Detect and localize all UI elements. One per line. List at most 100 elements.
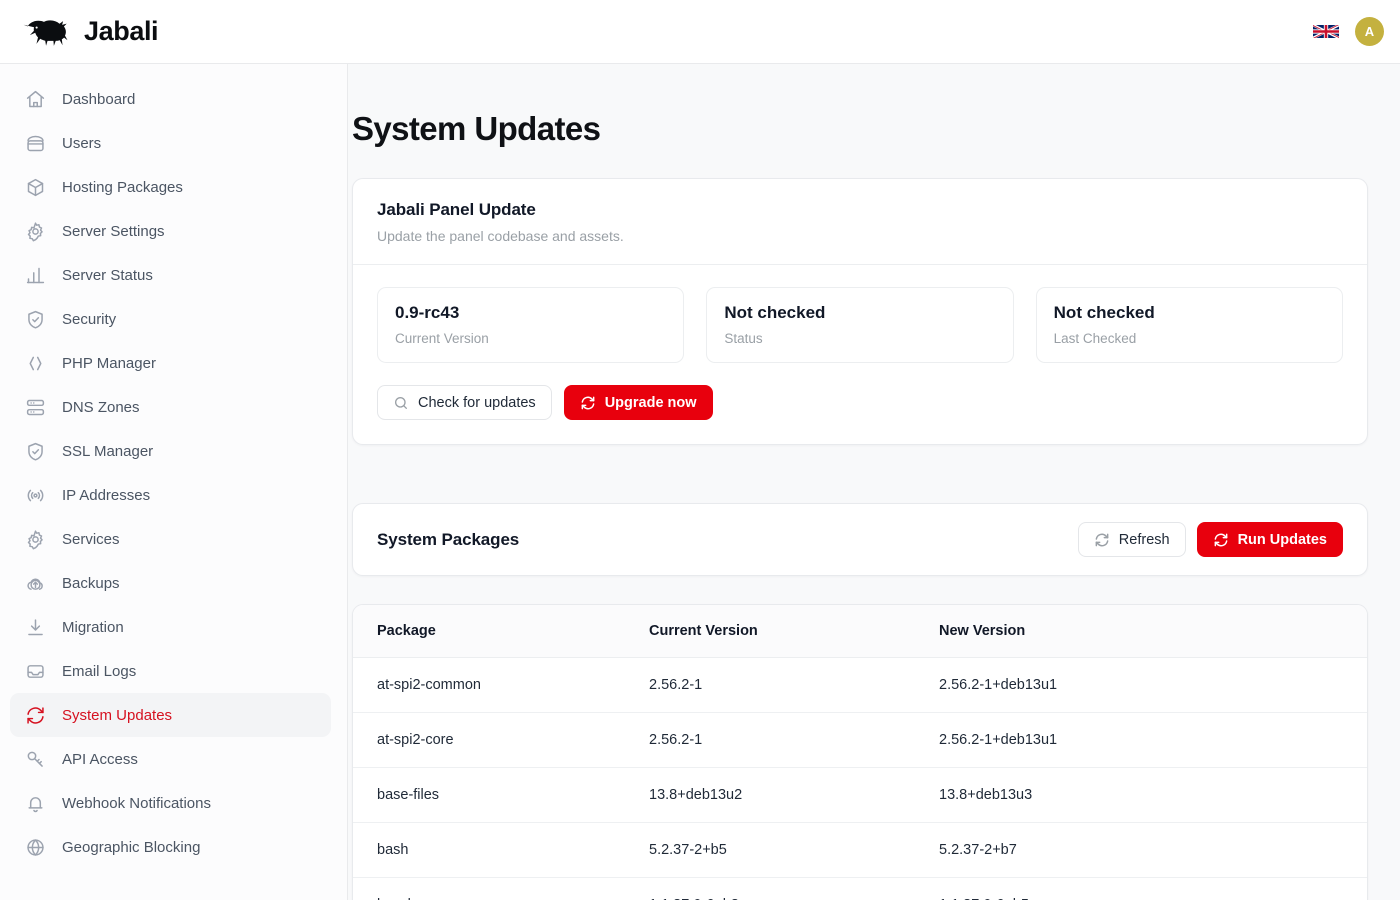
sidebar-item-dashboard[interactable]: Dashboard xyxy=(10,77,331,121)
sidebar-item-label: Geographic Blocking xyxy=(62,838,201,856)
shield-check-icon xyxy=(24,308,46,330)
package-name-cell: busybox xyxy=(353,877,625,900)
panel-update-body: 0.9-rc43 Current Version Not checked Sta… xyxy=(353,265,1367,444)
refresh-button[interactable]: Refresh xyxy=(1077,522,1186,557)
run-updates-button[interactable]: Run Updates xyxy=(1196,522,1343,557)
inbox-icon xyxy=(24,660,46,682)
system-packages-header: System Packages Refresh xyxy=(353,504,1367,575)
refresh-icon xyxy=(1213,532,1229,548)
sidebar-item-label: Server Settings xyxy=(62,222,165,240)
sidebar-item-server-settings[interactable]: Server Settings xyxy=(10,209,331,253)
gear-icon xyxy=(24,220,46,242)
current-version-cell: 1:1.37.0-6+b3 xyxy=(625,877,915,900)
stat-last-checked: Not checked Last Checked xyxy=(1035,287,1343,363)
stat-value: Not checked xyxy=(724,303,826,322)
sidebar-item-label: API Access xyxy=(62,750,138,768)
sidebar-item-dns-zones[interactable]: DNS Zones xyxy=(10,385,331,429)
cube-icon xyxy=(24,176,46,198)
sidebar-item-php-manager[interactable]: PHP Manager xyxy=(10,341,331,385)
sidebar-item-webhook-notifications[interactable]: Webhook Notifications xyxy=(10,781,331,825)
package-name-cell: bash xyxy=(353,822,625,878)
refresh-icon xyxy=(24,704,46,726)
sidebar-item-label: PHP Manager xyxy=(62,354,156,372)
column-header: New Version xyxy=(915,605,1367,658)
sidebar-item-label: DNS Zones xyxy=(62,398,140,416)
new-version-cell: 13.8+deb13u3 xyxy=(915,767,1367,823)
search-icon xyxy=(393,395,409,411)
stat-label: Status xyxy=(724,331,763,346)
current-version-cell: 2.56.2-1 xyxy=(625,657,915,713)
panel-update-header: Jabali Panel Update Update the panel cod… xyxy=(353,179,1367,265)
upgrade-now-button[interactable]: Upgrade now xyxy=(563,385,713,420)
stat-label: Last Checked xyxy=(1053,331,1137,346)
panel-update-stats: 0.9-rc43 Current Version Not checked Sta… xyxy=(377,287,1343,363)
column-header: Current Version xyxy=(625,605,915,658)
table-header-row: Package Current Version New Version xyxy=(353,605,1367,658)
sidebar-item-services[interactable]: Services xyxy=(10,517,331,561)
sidebar-item-label: IP Addresses xyxy=(62,486,151,504)
package-name-cell: at-spi2-core xyxy=(353,712,625,768)
table-row: base-files 13.8+deb13u2 13.8+deb13u3 xyxy=(353,767,1367,823)
packages-table: Package Current Version New Version at-spi… xyxy=(353,605,1367,900)
new-version-cell: 5.2.37-2+b7 xyxy=(915,822,1367,878)
table-row: at-spi2-core 2.56.2-1 2.56.2-1+deb13u1 xyxy=(353,712,1367,768)
table-row: bash 5.2.37-2+b5 5.2.37-2+b7 xyxy=(353,822,1367,878)
sidebar-item-label: Backups xyxy=(62,574,120,592)
panel-update-subtitle: Update the panel codebase and assets. xyxy=(377,228,624,244)
uk-flag-icon[interactable] xyxy=(1313,22,1339,41)
brand-name: Jabali xyxy=(84,16,159,46)
sidebar-item-api-access[interactable]: API Access xyxy=(10,737,331,781)
sidebar-item-label: Server Status xyxy=(62,266,153,284)
topbar-actions: A xyxy=(1313,17,1384,46)
refresh-icon xyxy=(580,395,596,411)
sidebar-item-label: Webhook Notifications xyxy=(62,794,211,812)
package-name-cell: base-files xyxy=(353,767,625,823)
sidebar-item-server-status[interactable]: Server Status xyxy=(10,253,331,297)
sidebar-item-label: Users xyxy=(62,134,102,152)
run-updates-label: Run Updates xyxy=(1237,531,1327,548)
current-version-cell: 13.8+deb13u2 xyxy=(625,767,915,823)
page-title: System Updates xyxy=(352,110,601,147)
sidebar-item-backups[interactable]: Backups xyxy=(10,561,331,605)
top-header: Jabali A xyxy=(0,0,1400,64)
sidebar-item-migration[interactable]: Migration xyxy=(10,605,331,649)
stat-status: Not checked Status xyxy=(706,287,1014,363)
sidebar-item-geographic-blocking[interactable]: Geographic Blocking xyxy=(10,825,331,869)
stat-value: Not checked xyxy=(1053,303,1155,322)
home-icon xyxy=(24,88,46,110)
boar-logo-icon xyxy=(22,15,74,49)
sidebar-item-security[interactable]: Security xyxy=(10,297,331,341)
new-version-cell: 1:1.37.0-6+b5 xyxy=(915,877,1367,900)
globe-icon xyxy=(24,836,46,858)
sidebar-item-ssl-manager[interactable]: SSL Manager xyxy=(10,429,331,473)
sidebar-item-users[interactable]: Users xyxy=(10,121,331,165)
packages-table-card: Package Current Version New Version at-spi… xyxy=(352,604,1368,900)
avatar[interactable]: A xyxy=(1355,17,1384,46)
signal-icon xyxy=(24,484,46,506)
panel-update-title: Jabali Panel Update xyxy=(377,200,536,219)
stat-current-version: 0.9-rc43 Current Version xyxy=(377,287,685,363)
sidebar-item-label: Migration xyxy=(62,618,124,636)
system-packages-card: System Packages Refresh xyxy=(352,503,1368,576)
current-version-cell: 5.2.37-2+b5 xyxy=(625,822,915,878)
sidebar-item-hosting-packages[interactable]: Hosting Packages xyxy=(10,165,331,209)
sidebar-item-label: Dashboard xyxy=(62,90,136,108)
sidebar-item-ip-addresses[interactable]: IP Addresses xyxy=(10,473,331,517)
sidebar-item-email-logs[interactable]: Email Logs xyxy=(10,649,331,693)
system-packages-title: System Packages xyxy=(377,529,520,549)
brand[interactable]: Jabali xyxy=(22,15,159,49)
table-row: busybox1:1.37.0-6+b31:1.37.0-6+b5 xyxy=(353,877,1367,900)
upgrade-now-label: Upgrade now xyxy=(604,394,697,411)
check-for-updates-button[interactable]: Check for updates xyxy=(377,385,552,420)
sidebar-item-label: Security xyxy=(62,310,117,328)
code-icon xyxy=(24,352,46,374)
shield-check-icon xyxy=(24,440,46,462)
bar-chart-icon xyxy=(24,264,46,286)
sidebar-item-system-updates[interactable]: System Updates xyxy=(10,693,331,737)
table-row: at-spi2-common 2.56.2-1 2.56.2-1+deb13u1 xyxy=(353,657,1367,713)
sidebar-item-label: Email Logs xyxy=(62,662,137,680)
sidebar: Dashboard Users Hosting Packages Server Set… xyxy=(0,64,348,900)
main-content: System Updates Jabali Panel Update Updat… xyxy=(349,64,1400,900)
package-name-cell: at-spi2-common xyxy=(353,657,625,713)
sidebar-item-label: Hosting Packages xyxy=(62,178,183,196)
